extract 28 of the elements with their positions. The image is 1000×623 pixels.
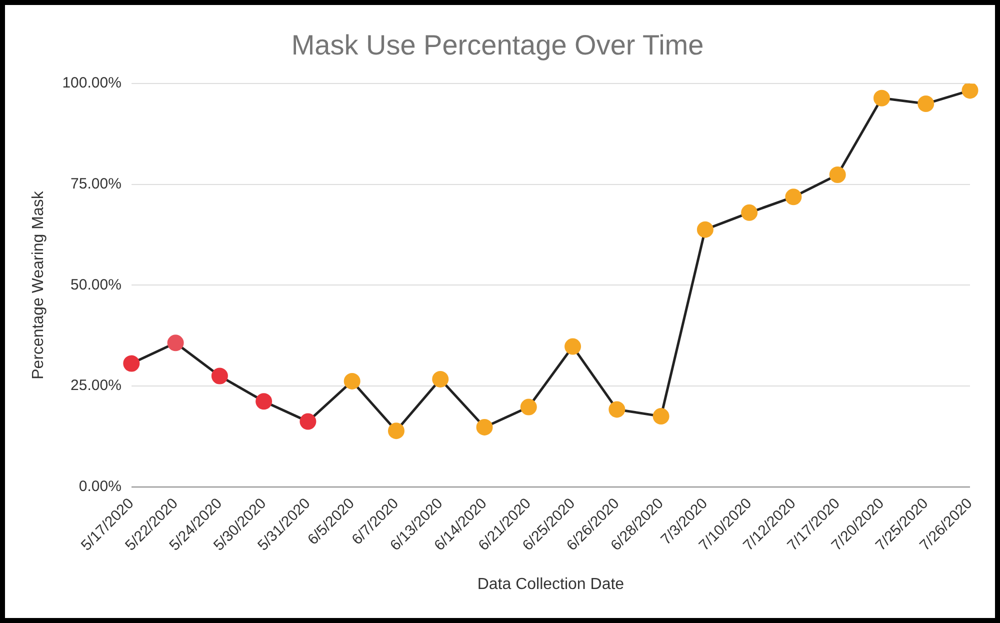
- y-tick-label: 75.00%: [70, 176, 122, 193]
- y-tick-label: 100.00%: [62, 74, 122, 92]
- point: [167, 334, 184, 352]
- point: [962, 84, 978, 99]
- point: [741, 204, 758, 221]
- point: [785, 188, 802, 206]
- x-axis-title: Data Collection Date: [477, 576, 624, 593]
- point: [608, 401, 626, 418]
- point: [344, 372, 360, 390]
- point: [432, 370, 449, 388]
- point: [388, 422, 404, 440]
- point: [829, 166, 846, 183]
- point: [520, 398, 537, 416]
- point: [300, 413, 316, 430]
- point: [564, 338, 582, 355]
- point: [652, 408, 670, 425]
- point: [476, 418, 493, 436]
- y-tick-label: 0.00%: [78, 478, 122, 496]
- y-axis-title: Percentage Wearing Mask: [30, 190, 48, 380]
- y-tick-label: 50.00%: [70, 276, 122, 294]
- point: [211, 368, 228, 384]
- point: [873, 90, 890, 106]
- chart-title: Mask Use Percentage Over Time: [291, 30, 704, 61]
- point: [696, 221, 714, 238]
- point: [918, 96, 934, 112]
- point: [256, 393, 272, 410]
- point: [123, 355, 140, 372]
- y-tick-label: 25.00%: [70, 377, 122, 394]
